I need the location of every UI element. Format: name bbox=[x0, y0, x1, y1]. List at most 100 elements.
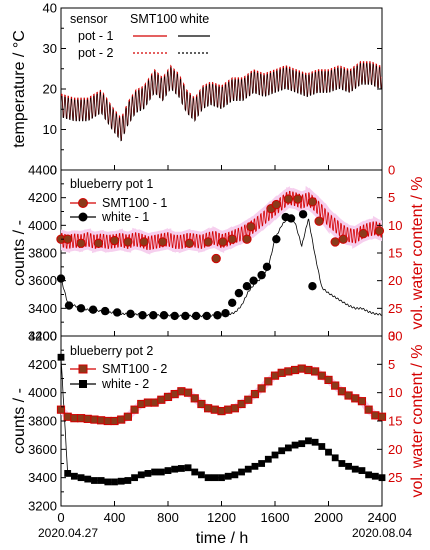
pot1-white-point-20 bbox=[257, 270, 266, 280]
pot1-smt100-point-24 bbox=[374, 226, 385, 236]
pot1-white-point-3 bbox=[88, 305, 98, 314]
y-tick-label-2-0: 3200 bbox=[28, 499, 57, 514]
pot2-legend: blueberry pot 2 SMT100 - 2 white - 2 bbox=[70, 344, 167, 391]
pot2-white-point-26 bbox=[231, 471, 239, 479]
pot2-white-point-30 bbox=[258, 460, 266, 467]
pot1-smt100-point-22 bbox=[338, 234, 348, 244]
y2-tick-label-2-0: 25 bbox=[388, 470, 402, 485]
pot1-smt100-point-17 bbox=[283, 194, 294, 204]
y2-tick-label-2-1: 20 bbox=[388, 442, 402, 457]
pot2-white-point-4 bbox=[84, 475, 92, 483]
pot2-white-point-40 bbox=[325, 448, 332, 456]
y-tick-label-1-5: 4200 bbox=[28, 190, 57, 205]
x-axis-label: time / h bbox=[196, 530, 248, 547]
pot2-smt100-point-31 bbox=[264, 377, 273, 386]
pot2-smt100-point-20 bbox=[190, 394, 199, 403]
pot2-white-point-14 bbox=[151, 468, 159, 476]
pot2-white-point-34 bbox=[284, 444, 292, 452]
pot2-smt100-point-18 bbox=[177, 387, 186, 396]
pot2-smt100-point-38 bbox=[311, 367, 320, 376]
pot2-white-point-8 bbox=[111, 478, 118, 486]
y2-tick-label-1-1: 25 bbox=[388, 301, 402, 316]
pot2-white-point-31 bbox=[264, 455, 272, 463]
pot1-white-point-7 bbox=[138, 311, 147, 320]
y2-tick-label-1-6: 0 bbox=[388, 163, 395, 178]
pot1-white-point-0 bbox=[56, 274, 66, 283]
pot2-smt100-point-41 bbox=[331, 381, 340, 390]
pot2-y-axis-label: counts / - bbox=[11, 388, 28, 454]
pot1-white-point-2 bbox=[76, 304, 86, 313]
pot2-smt100-point-40 bbox=[324, 375, 333, 385]
y-tick-label-2-6: 4400 bbox=[28, 329, 57, 344]
pot2-smt100-point-16 bbox=[163, 392, 173, 402]
pot1-smt100-point-8 bbox=[184, 238, 195, 249]
x-tick-label-6: 2400 bbox=[368, 510, 397, 525]
pot1-smt100-point-23 bbox=[358, 228, 368, 239]
pot2-smt100-point-46 bbox=[364, 405, 373, 414]
y-tick-label-1-4: 4000 bbox=[28, 218, 57, 233]
pot2-white-point-6 bbox=[97, 477, 105, 484]
pot1-white-point-6 bbox=[126, 309, 135, 319]
pot2-smt100-point-17 bbox=[170, 389, 179, 399]
y-tick-label-0-0: 0 bbox=[50, 163, 57, 178]
pot2-smt100-point-44 bbox=[351, 394, 360, 403]
y-tick-label-0-4: 40 bbox=[43, 1, 57, 16]
y2-tick-label-2-5: 0 bbox=[388, 329, 395, 344]
pot1-smt100-point-21 bbox=[330, 237, 340, 247]
temperature-y-axis-label: temperature / °C bbox=[11, 30, 28, 148]
y-tick-label-1-0: 3200 bbox=[28, 329, 57, 344]
legend-row-pot2: pot - 2 bbox=[78, 46, 113, 60]
y-tick-label-1-1: 3400 bbox=[28, 301, 57, 316]
pot2-smt100-point-29 bbox=[250, 389, 260, 399]
pot1-white-point-13 bbox=[202, 311, 211, 321]
pot2-smt100-point-24 bbox=[217, 406, 226, 416]
pot1-white-point-25 bbox=[298, 210, 308, 219]
pot2-smt100-point-15 bbox=[157, 395, 166, 404]
date-end: 2020.08.04 bbox=[352, 526, 412, 540]
pot2-white-point-1 bbox=[64, 470, 72, 477]
pot1-smt100-point-18 bbox=[293, 194, 303, 204]
pot2-white-point-36 bbox=[298, 440, 306, 448]
y-tick-label-2-4: 4000 bbox=[28, 385, 57, 400]
legend-header-smt100: SMT100 bbox=[130, 12, 177, 26]
pot1-smt100-point-6 bbox=[139, 237, 149, 247]
date-start: 2020.04.27 bbox=[38, 526, 98, 540]
pot2-smt100-point-8 bbox=[110, 416, 119, 426]
pot2-smt100-point-10 bbox=[123, 412, 132, 421]
pot1-white-point-11 bbox=[181, 311, 190, 321]
pot2-smt100-point-6 bbox=[97, 416, 106, 425]
pot1-smt100-point-13 bbox=[242, 234, 252, 244]
pot2-white-point-29 bbox=[251, 462, 259, 470]
y-tick-label-0-2: 20 bbox=[43, 82, 57, 97]
pot2-smt100-point-13 bbox=[143, 398, 153, 407]
pot2-white-point-13 bbox=[144, 470, 152, 477]
pot2-white-point-47 bbox=[371, 472, 379, 480]
pot1-white-point-8 bbox=[149, 311, 158, 320]
pot2-smt100-point-36 bbox=[297, 364, 306, 373]
x-tick-label-5: 2000 bbox=[314, 510, 343, 525]
pot2-smt100-point-47 bbox=[371, 411, 380, 420]
y-tick-label-2-5: 4200 bbox=[28, 357, 57, 372]
pot2-smt100-point-12 bbox=[137, 399, 146, 409]
pot2-white-point-15 bbox=[157, 468, 165, 476]
pot1-legend-white: white - 1 bbox=[101, 210, 149, 224]
y2-tick-label-2-2: 15 bbox=[388, 414, 402, 429]
pot1-white-point-4 bbox=[100, 306, 110, 316]
legend-header-sensor: sensor bbox=[70, 12, 108, 26]
pot1-white-point-17 bbox=[234, 288, 244, 298]
y-tick-label-1-3: 3800 bbox=[28, 246, 57, 261]
pot2-white-point-18 bbox=[177, 465, 185, 472]
pot1-white-point-10 bbox=[170, 311, 179, 321]
y2-tick-label-2-4: 5 bbox=[388, 357, 395, 372]
pot1-white-point-1 bbox=[64, 301, 74, 310]
pot2-smt100-point-2 bbox=[70, 414, 79, 423]
pot2-white-point-42 bbox=[338, 460, 346, 467]
pot2-smt100-point-39 bbox=[317, 371, 326, 380]
temperature-line-white bbox=[61, 62, 382, 142]
y2-tick-label-1-2: 20 bbox=[388, 273, 402, 288]
pot2-smt100-point-27 bbox=[237, 399, 246, 409]
pot2-smt100-point-34 bbox=[284, 367, 293, 376]
pot2-smt100-point-25 bbox=[224, 405, 233, 414]
pot2-smt100-point-4 bbox=[83, 414, 92, 423]
